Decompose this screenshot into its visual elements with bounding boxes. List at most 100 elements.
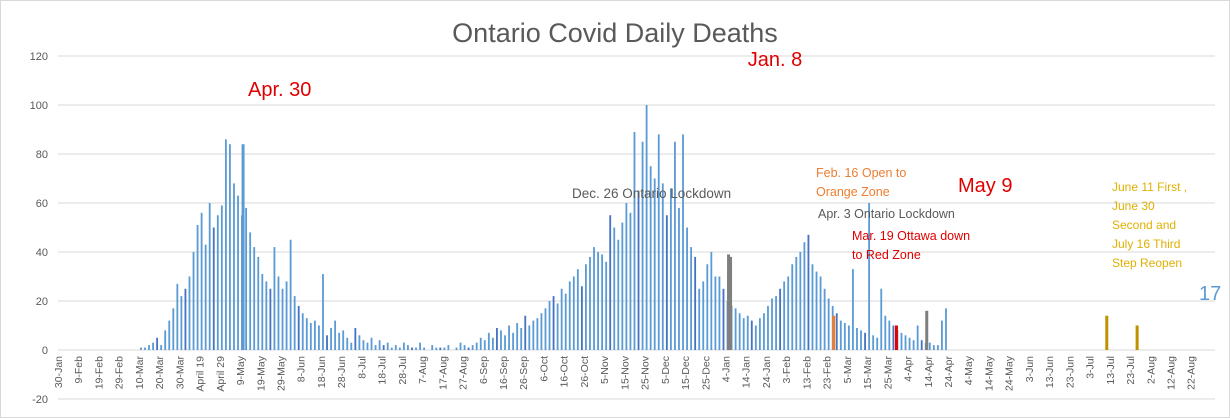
x-tick-label: April 29 <box>215 356 227 392</box>
bar <box>459 342 462 350</box>
x-tick-label: 3-Feb <box>781 356 793 384</box>
x-tick-label: 28-Jul <box>397 356 409 385</box>
bar <box>265 281 268 350</box>
bar <box>394 345 397 350</box>
bar <box>277 276 280 350</box>
bar <box>641 141 644 350</box>
annotation-mar19-line2: to Red Zone <box>852 248 921 262</box>
bar <box>843 323 846 350</box>
bar <box>423 347 426 350</box>
bar <box>338 332 341 350</box>
bar <box>560 288 563 350</box>
x-tick-label: 5-Dec <box>660 356 672 384</box>
bar <box>491 337 494 350</box>
annotation-last-value: 17 <box>1199 283 1221 305</box>
bar <box>411 347 413 350</box>
y-tick-label: 60 <box>36 198 48 210</box>
x-tick-label: 5-Nov <box>599 355 611 384</box>
bar <box>645 105 648 350</box>
x-tick-label: 24-Apr <box>943 355 955 387</box>
x-tick-label: 14-Apr <box>923 355 935 387</box>
bar <box>775 296 777 350</box>
bar <box>467 347 470 350</box>
bar <box>475 342 478 350</box>
bar <box>548 301 551 350</box>
x-tick-label: 7-Aug <box>417 356 429 384</box>
bar <box>795 256 798 350</box>
bar <box>249 232 252 350</box>
bar <box>540 313 543 350</box>
highlight-bar <box>241 144 245 350</box>
bar <box>224 139 227 350</box>
x-tick-label: 10-Mar <box>134 356 146 390</box>
x-tick-label: 15-Dec <box>680 356 692 390</box>
bar <box>880 288 883 350</box>
bar <box>605 261 608 350</box>
bar <box>504 335 506 350</box>
bar <box>815 271 818 350</box>
x-tick-label: 9-May <box>235 355 247 385</box>
bar <box>415 347 417 350</box>
bar <box>309 323 312 350</box>
bar <box>544 308 547 350</box>
bar <box>585 264 587 350</box>
x-tick-label: 29-May <box>276 355 288 391</box>
x-tick-label: 14-Jan <box>741 356 753 388</box>
bar <box>718 276 721 350</box>
bar <box>613 227 616 350</box>
x-tick-label: 22-Aug <box>1186 356 1198 390</box>
x-tick-label: 26-Oct <box>579 356 591 388</box>
annotation-jan8: Jan. 8 <box>748 49 802 71</box>
bar <box>346 337 349 350</box>
x-tick-label: 4-Jan <box>721 356 733 382</box>
bar <box>860 330 862 350</box>
bar <box>196 225 199 350</box>
bar <box>253 247 256 350</box>
highlight-bar <box>1135 325 1139 350</box>
bar <box>750 320 753 350</box>
x-tick-label: 9-Feb <box>73 356 85 384</box>
bar <box>164 330 167 350</box>
bar <box>791 264 794 350</box>
bar <box>390 347 393 350</box>
x-tick-label: 3-Jul <box>1085 356 1097 379</box>
bar <box>386 342 389 350</box>
bar <box>629 212 632 350</box>
bar <box>669 188 672 350</box>
bar <box>516 323 519 350</box>
x-tick-label: 13-Feb <box>801 356 813 389</box>
bar <box>746 315 749 350</box>
annotation-reopen-line1: June 11 First , <box>1112 180 1187 194</box>
bar <box>216 215 219 350</box>
bar <box>625 203 628 350</box>
annotation-apr30: Apr. 30 <box>248 79 311 101</box>
highlight-bar <box>925 310 929 350</box>
bar <box>334 320 337 350</box>
bar <box>941 320 943 350</box>
bar <box>435 347 438 350</box>
bar <box>144 347 146 350</box>
bar <box>172 308 175 350</box>
bar <box>758 318 761 350</box>
annotation-feb16-line1: Feb. 16 Open to <box>816 166 906 180</box>
bar <box>313 320 316 350</box>
x-tick-label: 16-Oct <box>559 356 571 388</box>
annotation-reopen-line5: Step Reopen <box>1112 256 1182 270</box>
bar <box>229 144 231 350</box>
bar <box>872 335 875 350</box>
bar <box>285 281 288 350</box>
bar <box>402 342 405 350</box>
bar <box>601 254 604 350</box>
bar <box>819 276 822 350</box>
bar <box>366 342 369 350</box>
bar <box>419 342 421 350</box>
bar <box>702 281 705 350</box>
x-tick-label: 19-May <box>255 355 267 391</box>
chart-title: Ontario Covid Daily Deaths <box>452 18 778 48</box>
bar <box>524 315 527 350</box>
bar <box>698 288 701 350</box>
bar <box>500 330 502 350</box>
x-tick-label: April 19 <box>195 356 207 392</box>
y-tick-label: 80 <box>36 149 48 161</box>
bar <box>576 269 579 350</box>
